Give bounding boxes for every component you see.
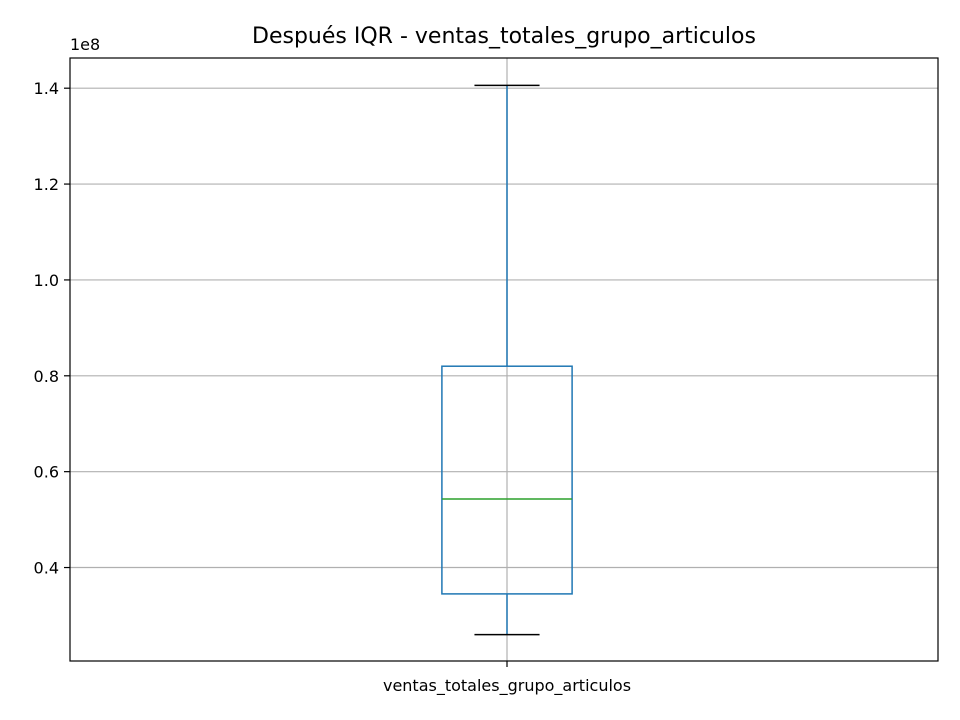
- box-layer: [441, 84, 573, 636]
- y-axis-offset-label: 1e8: [70, 35, 100, 54]
- y-tick-label: 1.0: [34, 271, 59, 290]
- y-tick-label: 0.8: [34, 367, 59, 386]
- y-tick-label: 0.6: [34, 463, 59, 482]
- y-tick-label: 1.2: [34, 175, 59, 194]
- y-tick-label: 1.4: [34, 79, 59, 98]
- axis-layer: 0.4 0.6 0.8 1.0 1.2 1.4 ventas_totales_grupo_a…: [34, 79, 631, 696]
- x-tick-label: ventas_totales_grupo_articulos: [383, 676, 631, 696]
- iqr-box: [441, 365, 573, 595]
- plot-area-frame: [69, 57, 939, 662]
- y-tick-label: 0.4: [34, 559, 59, 578]
- chart-title: Después IQR - ventas_totales_grupo_artic…: [252, 24, 756, 49]
